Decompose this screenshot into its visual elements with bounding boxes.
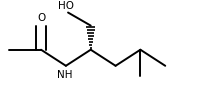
Text: O: O	[37, 13, 45, 23]
Text: NH: NH	[57, 70, 73, 80]
Text: HO: HO	[58, 1, 74, 10]
